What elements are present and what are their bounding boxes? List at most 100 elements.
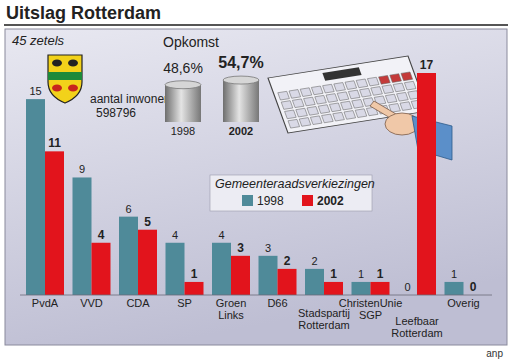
x-tick-label: D66 [267,297,287,309]
cylinder [223,80,259,122]
bar [445,282,464,295]
keyboard-key [285,110,297,119]
legend-label: 1998 [257,194,284,208]
subtitle: 45 zetels [12,33,65,48]
population-label: aantal inwoners: [90,92,177,106]
label-line: SP [177,297,192,309]
bar [324,282,343,295]
x-tick-label: CDA [126,297,150,309]
label-line: ChristenUnie [339,297,403,309]
keyboard-key [352,99,364,108]
keyboard-key [355,109,367,118]
keyboard-key [304,97,316,106]
keyboard-key [300,88,312,97]
data-label: 6 [125,203,131,215]
keyboard-key [356,79,368,88]
keyboard-key [323,84,335,93]
opkomst-marks [165,80,259,122]
keyboard-key [299,118,311,127]
x-tick-label: Overig [447,297,479,309]
bar [231,256,250,295]
data-label: 1 [358,268,364,280]
data-label: 17 [420,58,434,72]
cylinder [165,85,201,122]
label-line: VVD [80,297,103,309]
keyboard-key [292,99,304,108]
label-line: Overig [447,297,479,309]
data-label: 15 [29,85,41,97]
shield-lion [68,60,78,67]
keyboard-key [393,83,405,92]
keyboard-key [334,83,346,92]
x-tick-label: ChristenUnieSGP [339,297,403,321]
shield-lion [68,85,78,92]
data-label: 4 [218,229,224,241]
cylinder-top [165,81,201,89]
shield-lion [52,60,62,67]
data-label: 4 [172,229,178,241]
bar [212,243,231,295]
keyboard-key [281,101,293,110]
keyboard-key [310,116,322,125]
legend-title: Gemeenteraadsverkiezingen [215,177,375,191]
x-axis [20,295,492,296]
data-label: 54,7% [218,54,263,71]
keyboard-key [404,81,416,90]
data-label: 4 [98,228,105,242]
hand [370,101,452,160]
keyboard-key [400,102,412,111]
source: anp [486,348,503,359]
keyboard-key [337,92,349,101]
cylinder-top [223,76,259,84]
shield-band [48,72,82,80]
bar [185,282,204,295]
label-line: Rotterdam [391,327,442,339]
data-label: 5 [144,215,151,229]
keyboard-key [315,95,327,104]
bar [352,282,371,295]
bar [278,269,297,295]
page-title: Uitslag Rotterdam [6,3,161,23]
x-tick-label: PvdA [32,297,59,309]
x-tick-label: VVD [80,297,103,309]
x-tick-label: StadspartijRotterdam [298,307,350,331]
keyboard-key [371,87,383,96]
bar [371,282,390,295]
label-line: PvdA [32,297,59,309]
keyboard-key [329,103,341,112]
data-label: 9 [79,163,85,175]
shield [48,55,82,103]
label-line: Links [218,309,244,321]
keyboard-key [341,101,353,110]
keyboard-key [288,119,300,128]
legend-swatch [302,195,313,206]
data-label: 0 [470,280,477,294]
keyboard-key [344,111,356,120]
label-line: SGP [359,309,382,321]
bar [92,243,111,295]
data-label: 3 [237,241,244,255]
bar [119,217,138,295]
label-line: Groen [216,297,247,309]
chart-title: Opkomst [163,34,219,50]
keyboard-key [318,105,330,114]
keyboard-key [322,114,334,123]
panel [5,29,507,345]
bar [166,243,185,295]
data-label: 2 [311,255,317,267]
keyboard-key [397,92,409,101]
legend: Gemeenteraadsverkiezingen19982002 [210,175,375,211]
data-label: 48,6% [163,60,203,76]
x-tick-label: GroenLinks [216,297,247,321]
keyboard-key [311,86,323,95]
x-tick-label: SP [177,297,192,309]
bar [26,99,45,295]
keyboard-display [322,67,361,80]
keyboard-key [382,85,394,94]
keyboard-key [379,75,391,84]
data-label: 3 [265,242,271,254]
data-label: 2 [284,254,291,268]
keyboard-key [326,94,338,103]
keyboard-key [390,74,402,83]
keyboard-key [333,112,345,121]
